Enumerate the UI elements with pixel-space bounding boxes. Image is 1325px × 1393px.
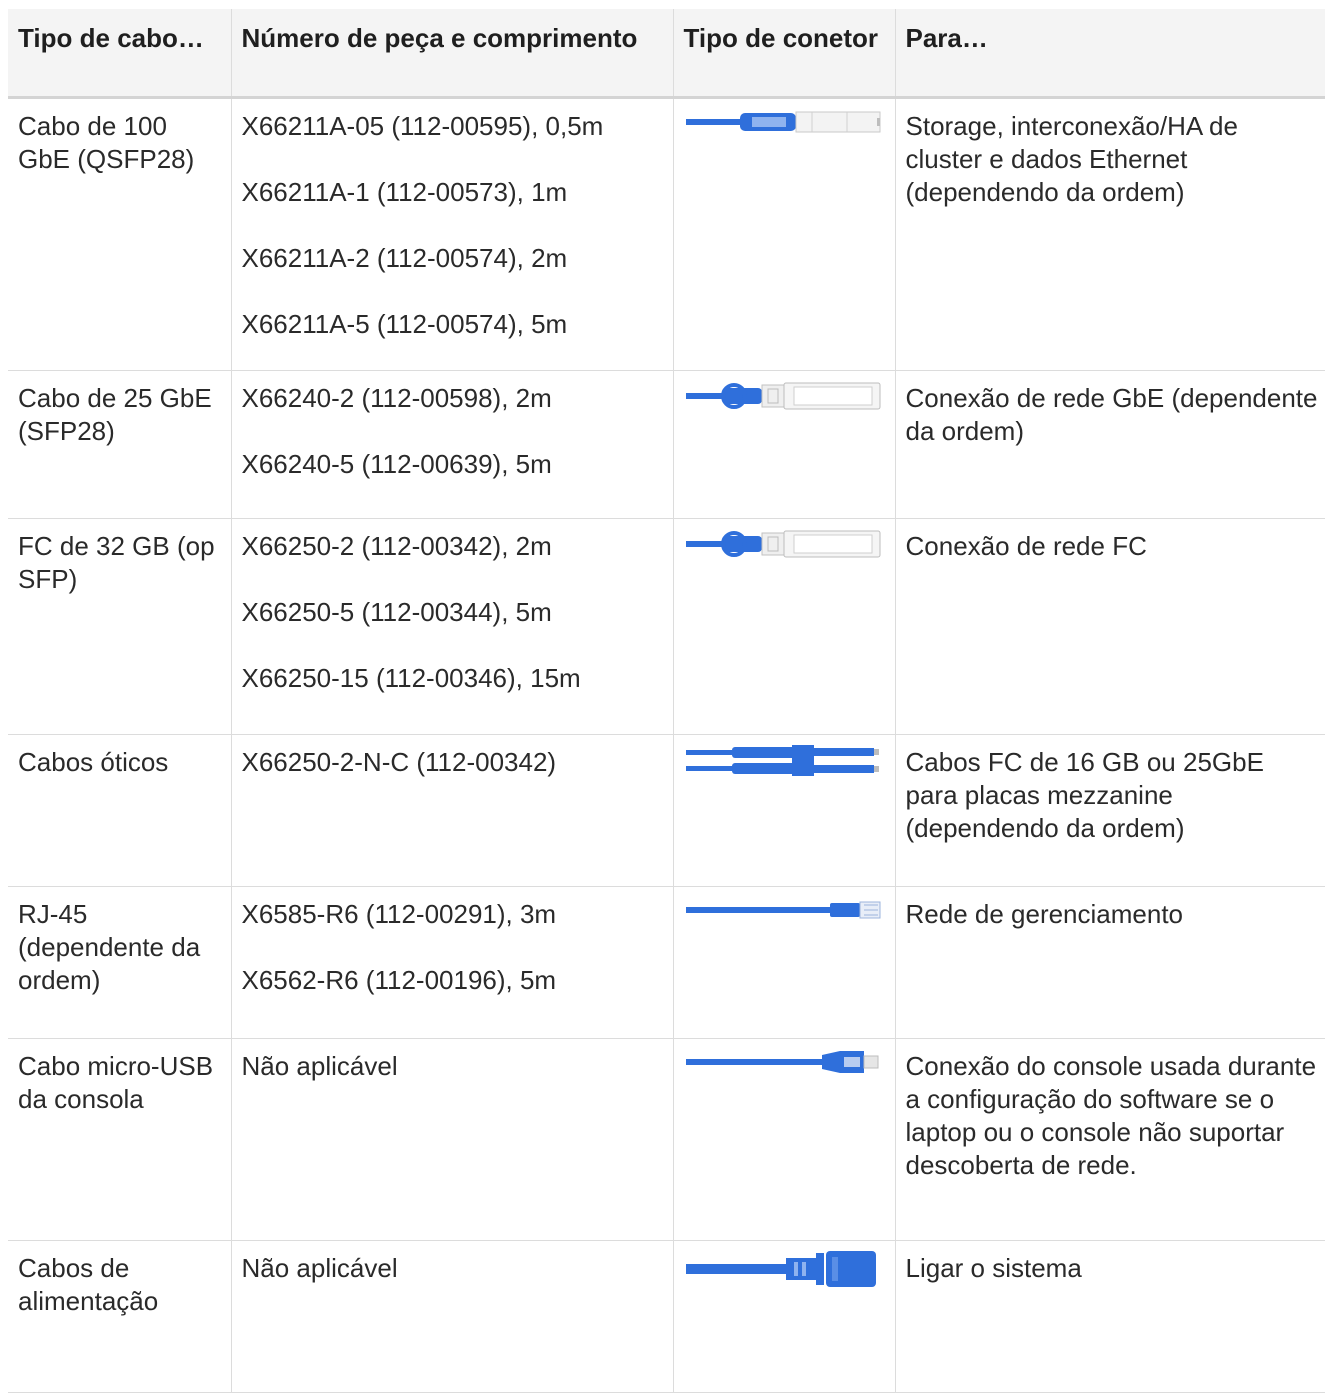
part-number: X66240-5 (112-00639), 5m (241, 449, 552, 479)
cable-type-cell: Cabos óticos (8, 734, 231, 887)
connector-cell (672, 518, 895, 735)
table-row: RJ-45 (dependente da ordem) X6585-R6 (11… (8, 886, 1325, 1039)
rj45-connector-icon (685, 901, 880, 919)
cable-type-cell: Cabo micro-USB da consola (8, 1038, 231, 1241)
part-number-cell: X66250-2 (112-00342), 2m X66250-5 (112-0… (230, 518, 673, 735)
optical-lc-connector-icon (685, 745, 879, 776)
header-purpose: Para… (894, 9, 1325, 99)
table-row: Cabo micro-USB da consola Não aplicável … (8, 1038, 1325, 1241)
purpose-cell: Conexão do console usada durante a confi… (894, 1038, 1325, 1241)
part-number: Não aplicável (241, 1253, 398, 1283)
part-number-cell: X6585-R6 (112-00291), 3m X6562-R6 (112-0… (230, 886, 673, 1039)
part-number-cell: X66211A-05 (112-00595), 0,5m X66211A-1 (… (230, 97, 673, 371)
cable-type-cell: Cabo de 100 GbE (QSFP28) (8, 97, 231, 371)
table-row: Cabos de alimentação Não aplicável Ligar… (8, 1240, 1325, 1393)
part-number: X66211A-2 (112-00574), 2m (241, 243, 568, 273)
connector-cell (672, 1240, 895, 1393)
purpose-cell: Cabos FC de 16 GB ou 25GbE para placas m… (894, 734, 1325, 887)
sfp28-connector-icon (685, 382, 880, 410)
purpose-cell: Ligar o sistema (894, 1240, 1325, 1393)
part-number: X66211A-5 (112-00574), 5m (241, 309, 568, 339)
connector-cell (672, 1038, 895, 1241)
part-number: X66250-2 (112-00342), 2m (241, 531, 552, 561)
part-number: X66211A-05 (112-00595), 0,5m (241, 111, 604, 141)
part-number: X66250-15 (112-00346), 15m (241, 663, 581, 693)
part-number: Não aplicável (241, 1051, 398, 1081)
purpose-cell: Conexão de rede FC (894, 518, 1325, 735)
purpose-cell: Rede de gerenciamento (894, 886, 1325, 1039)
connector-cell (672, 886, 895, 1039)
part-number-cell: X66240-2 (112-00598), 2m X66240-5 (112-0… (230, 370, 673, 519)
table-row: Cabo de 25 GbE (SFP28) X66240-2 (112-005… (8, 370, 1325, 519)
power-connector-icon (685, 1251, 876, 1287)
part-number: X66240-2 (112-00598), 2m (241, 383, 552, 413)
part-number: X66250-5 (112-00344), 5m (241, 597, 552, 627)
header-cable-type: Tipo de cabo… (8, 9, 231, 99)
part-number: X66250-2-N-C (112-00342) (241, 747, 557, 777)
cable-type-cell: RJ-45 (dependente da ordem) (8, 886, 231, 1039)
purpose-cell: Conexão de rede GbE (dependente da ordem… (894, 370, 1325, 519)
cable-table: Tipo de cabo… Número de peça e comprimen… (8, 9, 1325, 1393)
table-row: Cabos óticos X66250-2-N-C (112-00342) Ca… (8, 734, 1325, 887)
table-row: Cabo de 100 GbE (QSFP28) X66211A-05 (112… (8, 97, 1325, 371)
cable-type-cell: Cabos de alimentação (8, 1240, 231, 1393)
sfp-fc-connector-icon (685, 530, 880, 558)
connector-cell (672, 97, 895, 371)
cable-type-cell: Cabo de 25 GbE (SFP28) (8, 370, 231, 519)
connector-cell (672, 370, 895, 519)
cable-type-cell: FC de 32 GB (op SFP) (8, 518, 231, 735)
part-number: X6585-R6 (112-00291), 3m (241, 899, 557, 929)
part-number-cell: Não aplicável (230, 1240, 673, 1393)
header-part-number: Número de peça e comprimento (230, 9, 673, 99)
part-number-cell: Não aplicável (230, 1038, 673, 1241)
table-row: FC de 32 GB (op SFP) X66250-2 (112-00342… (8, 518, 1325, 735)
header-connector-type: Tipo de conetor (672, 9, 895, 99)
table-header-row: Tipo de cabo… Número de peça e comprimen… (8, 9, 1325, 99)
qsfp28-connector-icon (685, 111, 880, 133)
connector-cell (672, 734, 895, 887)
part-number: X6562-R6 (112-00196), 5m (241, 965, 557, 995)
micro-usb-connector-icon (685, 1051, 878, 1073)
part-number-cell: X66250-2-N-C (112-00342) (230, 734, 673, 887)
purpose-cell: Storage, interconexão/HA de cluster e da… (894, 97, 1325, 371)
part-number: X66211A-1 (112-00573), 1m (241, 177, 568, 207)
